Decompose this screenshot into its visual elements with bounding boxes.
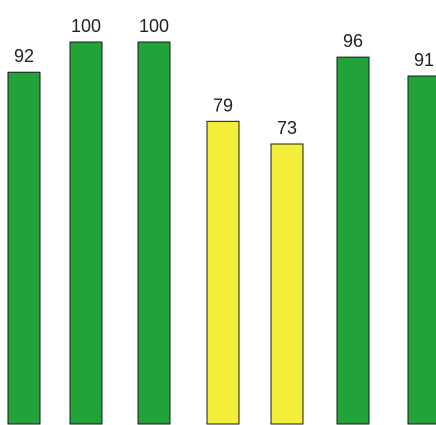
bar-value-label-5: 73 [277,118,297,138]
bar-6 [336,56,370,425]
bar-2 [69,41,103,425]
bar-1 [7,71,41,425]
bar-4 [206,120,240,425]
bar-5 [270,143,304,425]
bar-value-label-2: 100 [71,16,101,36]
bar-value-label-6: 96 [343,31,363,51]
bars-group [7,41,436,425]
bar-value-label-7: 91 [414,50,434,70]
value-labels-group: 92 100 100 79 73 96 91 [14,16,434,138]
bar-value-label-3: 100 [139,16,169,36]
bar-3 [137,41,171,425]
bar-7 [407,75,436,425]
bar-value-label-1: 92 [14,46,34,66]
bar-value-label-4: 79 [213,95,233,115]
